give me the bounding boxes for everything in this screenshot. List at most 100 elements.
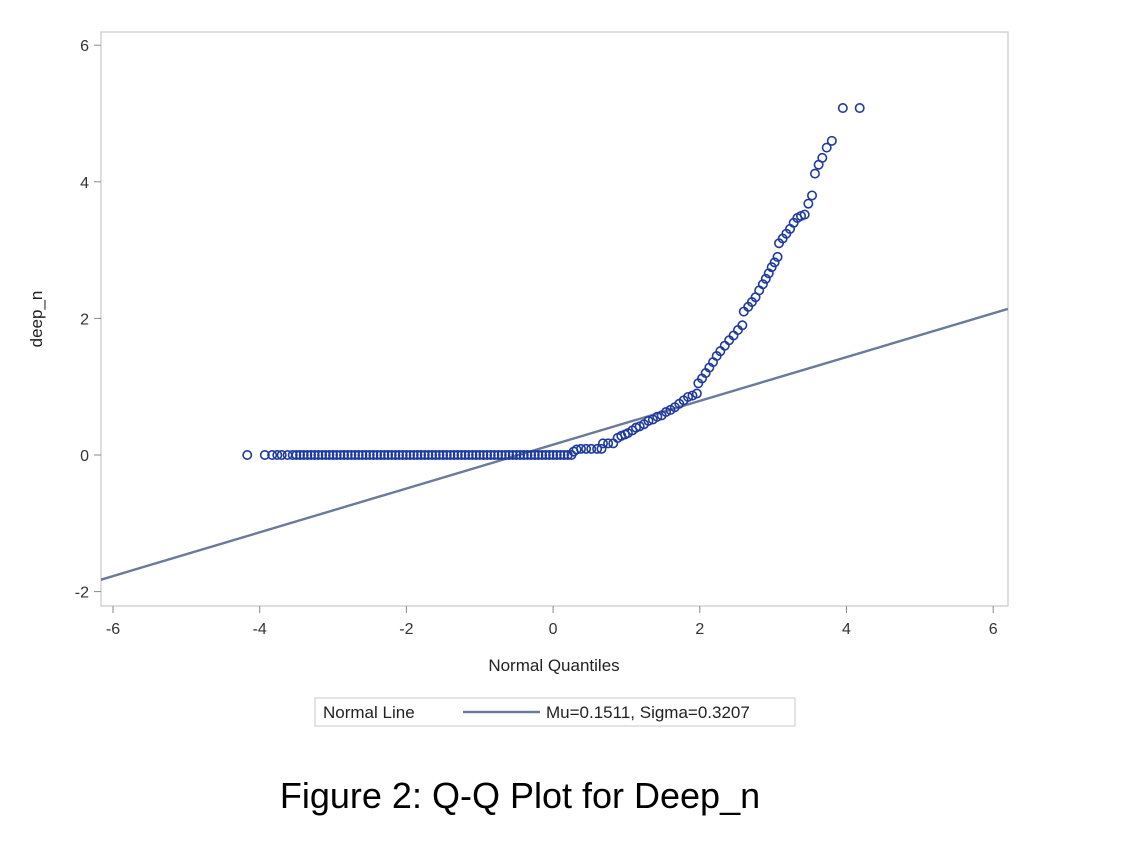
data-point xyxy=(282,449,293,460)
data-point xyxy=(408,449,419,460)
data-point xyxy=(295,449,306,460)
data-point xyxy=(529,449,540,460)
data-point xyxy=(375,449,386,460)
data-point xyxy=(522,449,533,460)
data-point xyxy=(372,449,383,460)
data-point xyxy=(313,449,324,460)
data-point xyxy=(597,438,608,449)
data-point xyxy=(309,449,320,460)
data-point xyxy=(445,449,456,460)
data-point xyxy=(537,449,548,460)
data-point xyxy=(434,449,445,460)
data-point xyxy=(803,198,814,209)
data-point xyxy=(276,449,287,460)
x-tick-label: -6 xyxy=(106,621,120,638)
data-point xyxy=(493,449,504,460)
data-point xyxy=(760,273,771,284)
data-point xyxy=(581,443,592,454)
legend-box xyxy=(314,697,796,727)
data-point xyxy=(507,449,518,460)
data-point xyxy=(596,443,607,454)
data-point xyxy=(799,209,810,220)
data-point xyxy=(390,449,401,460)
data-point xyxy=(463,449,474,460)
data-point xyxy=(533,449,544,460)
data-point xyxy=(361,449,372,460)
data-point xyxy=(379,449,390,460)
data-point xyxy=(259,449,270,460)
plot-area xyxy=(100,31,1009,607)
data-point xyxy=(357,449,368,460)
data-point xyxy=(500,449,511,460)
data-point xyxy=(267,449,278,460)
data-point xyxy=(460,449,471,460)
legend-title: Normal Line xyxy=(323,703,415,722)
data-point xyxy=(394,449,405,460)
data-point xyxy=(544,449,555,460)
data-point xyxy=(763,268,774,279)
data-point xyxy=(368,449,379,460)
data-point xyxy=(342,449,353,460)
qq-plot: -6 -4 -2 0 2 4 6 -2 0 2 4 6 Normal Quantiles deep_… xyxy=(27,31,1009,727)
data-point xyxy=(383,449,394,460)
legend: Normal Line Mu=0.1511, Sigma=0.3207 xyxy=(314,697,796,727)
data-point xyxy=(489,449,500,460)
data-point xyxy=(324,449,335,460)
data-point xyxy=(540,449,551,460)
data-point xyxy=(571,444,582,455)
data-point xyxy=(478,449,489,460)
data-point xyxy=(807,190,818,201)
data-point xyxy=(364,449,375,460)
data-point xyxy=(526,449,537,460)
data-point xyxy=(485,449,496,460)
data-point xyxy=(592,443,603,454)
data-point xyxy=(772,251,783,262)
data-point xyxy=(603,438,614,449)
data-point xyxy=(412,449,423,460)
data-point xyxy=(817,152,828,163)
data-point xyxy=(287,449,298,460)
data-point xyxy=(511,449,522,460)
data-point xyxy=(548,449,559,460)
data-point xyxy=(643,415,654,426)
data-point xyxy=(306,449,317,460)
data-point xyxy=(504,449,515,460)
data-point xyxy=(496,449,507,460)
data-point xyxy=(328,449,339,460)
data-point xyxy=(652,411,663,422)
figure-caption: Figure 2: Q-Q Plot for Deep_n xyxy=(279,775,761,816)
y-tick-label: -2 xyxy=(75,585,89,602)
data-point xyxy=(397,449,408,460)
data-point xyxy=(471,449,482,460)
x-axis-label: Normal Quantiles xyxy=(488,656,619,675)
data-point xyxy=(854,103,865,114)
data-point xyxy=(757,279,768,290)
data-point xyxy=(467,449,478,460)
data-point xyxy=(386,449,397,460)
data-point xyxy=(691,388,702,399)
data-point xyxy=(452,449,463,460)
data-point xyxy=(427,449,438,460)
data-point xyxy=(737,320,748,331)
data-point xyxy=(551,449,562,460)
data-point xyxy=(837,103,848,114)
data-point xyxy=(575,443,586,454)
data-point xyxy=(456,449,467,460)
legend-entry: Mu=0.1511, Sigma=0.3207 xyxy=(546,703,750,722)
y-tick-label: 6 xyxy=(80,38,89,55)
data-point xyxy=(320,449,331,460)
y-tick-label: 0 xyxy=(80,448,89,465)
data-point xyxy=(339,449,350,460)
x-tick-label: 2 xyxy=(695,621,704,638)
data-point xyxy=(302,449,313,460)
data-point xyxy=(586,443,597,454)
data-point xyxy=(438,449,449,460)
data-point xyxy=(449,449,460,460)
y-tick-label: 2 xyxy=(80,311,89,328)
x-tick-label: 4 xyxy=(842,621,851,638)
data-point xyxy=(474,449,485,460)
x-tick-label: -4 xyxy=(253,621,267,638)
data-point xyxy=(405,449,416,460)
data-point xyxy=(242,449,253,460)
data-point xyxy=(555,449,566,460)
